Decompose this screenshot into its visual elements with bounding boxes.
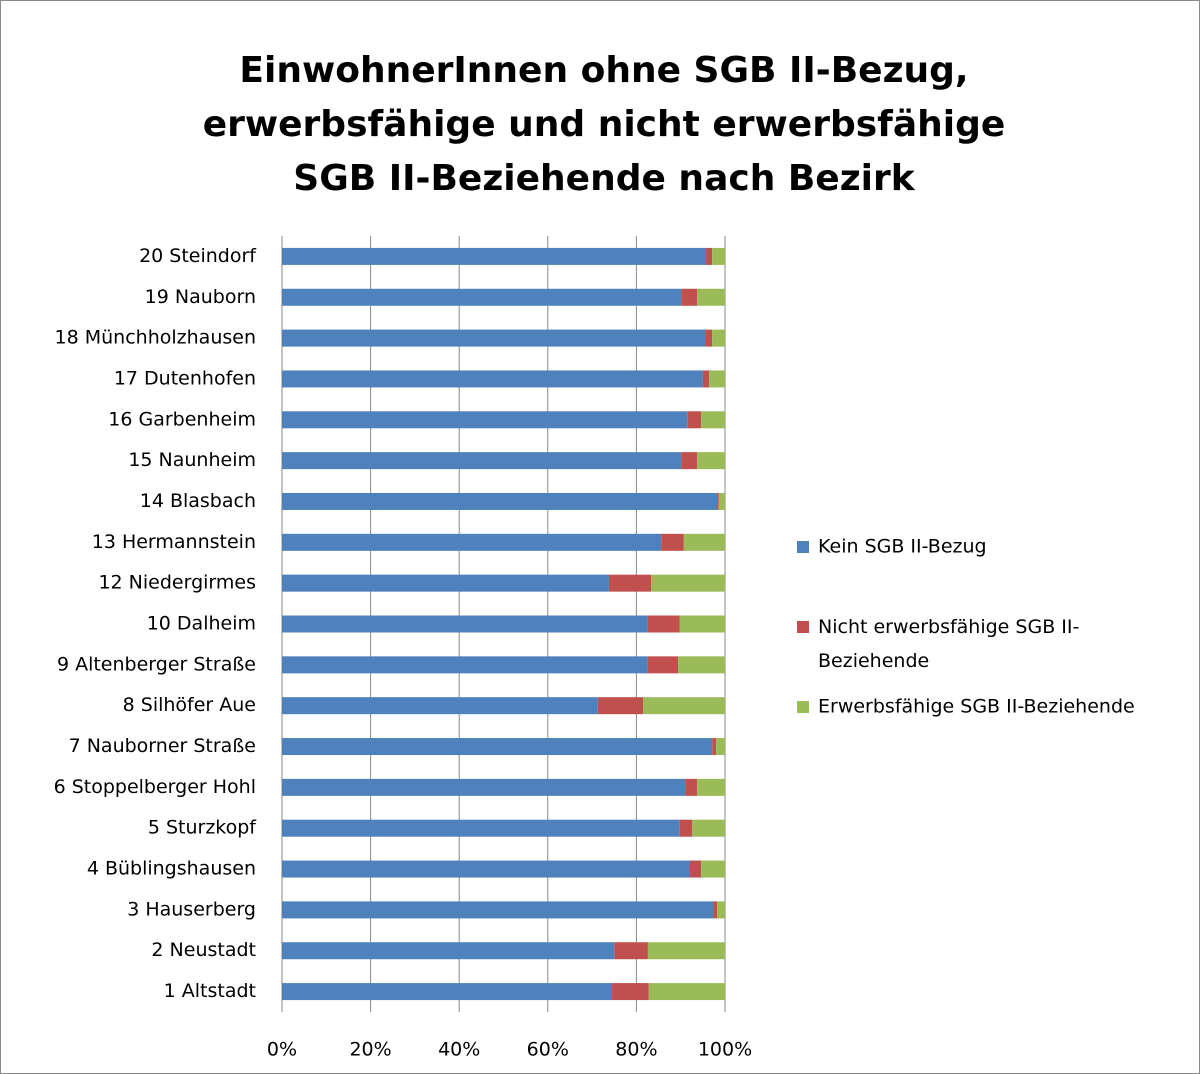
bar-segment: [643, 697, 725, 715]
bar-segment: [282, 452, 682, 470]
bar-segment: [282, 370, 703, 388]
bar-segment: [690, 860, 702, 878]
x-tick-label: 60%: [527, 1039, 569, 1061]
bar-segment: [679, 819, 693, 837]
y-tick-label: 17 Dutenhofen: [114, 367, 256, 389]
y-tick-label: 4 Büblingshausen: [87, 858, 256, 880]
x-tick-label: 80%: [615, 1039, 657, 1061]
bar-segment: [701, 411, 725, 429]
bar-segment: [614, 942, 648, 960]
chart-title: SGB II-Beziehende nach Bezirk: [293, 158, 915, 199]
bar-segment: [647, 615, 680, 633]
y-tick-label: 19 Nauborn: [145, 286, 256, 308]
x-tick-label: 100%: [698, 1039, 752, 1061]
bar-segment: [681, 288, 698, 306]
bar-segment: [282, 860, 691, 878]
bar-segment: [718, 492, 725, 510]
legend-label: Kein SGB II-Bezug: [818, 536, 987, 558]
y-tick-label: 9 Altenberger Straße: [57, 653, 256, 675]
bar-segment: [687, 411, 702, 429]
bar-segment: [282, 942, 615, 960]
bar-segment: [282, 533, 662, 551]
bar-segment: [282, 574, 609, 592]
bar-segment: [608, 574, 652, 592]
bar-segment: [717, 492, 719, 510]
bar-segment: [597, 697, 644, 715]
bar-segment: [282, 411, 688, 429]
bar-segment: [282, 983, 613, 1001]
bar-segment: [661, 533, 684, 551]
bar-segment: [651, 574, 725, 592]
bar-segment: [692, 819, 725, 837]
bar-segment: [683, 533, 725, 551]
bar-segment: [709, 370, 725, 388]
bar-segment: [282, 697, 598, 715]
bar-segment: [681, 452, 698, 470]
bar-segment: [282, 738, 713, 756]
bar-segment: [701, 860, 725, 878]
y-tick-label: 5 Sturzkopf: [148, 817, 257, 839]
bar-segment: [679, 615, 725, 633]
bar-segment: [697, 452, 725, 470]
bar-segment: [282, 819, 680, 837]
y-tick-label: 14 Blasbach: [140, 490, 256, 512]
bar-segment: [282, 288, 682, 306]
legend-swatch: [797, 701, 809, 713]
bar-segment: [705, 329, 713, 347]
y-tick-label: 8 Silhöfer Aue: [123, 694, 256, 716]
x-tick-label: 40%: [438, 1039, 480, 1061]
legend-label: Erwerbsfähige SGB II-Beziehende: [818, 696, 1135, 718]
bar-segment: [697, 288, 725, 306]
chart-title: EinwohnerInnen ohne SGB II-Bezug,: [239, 50, 968, 91]
y-tick-label: 7 Nauborner Straße: [69, 735, 256, 757]
bar-segment: [713, 901, 718, 919]
bar-segment: [282, 247, 706, 265]
legend-swatch: [797, 621, 809, 633]
bar-segment: [705, 247, 713, 265]
chart-title: erwerbsfähige und nicht erwerbsfähige: [203, 104, 1006, 145]
y-tick-label: 1 Altstadt: [164, 980, 256, 1002]
bar-segment: [712, 738, 717, 756]
y-tick-label: 18 Münchholzhausen: [55, 327, 256, 349]
bar-segment: [717, 901, 725, 919]
bar-segment: [712, 247, 725, 265]
bar-segment: [716, 738, 725, 756]
bar-segment: [282, 615, 648, 633]
bar-segment: [282, 656, 648, 674]
bar-segment: [282, 901, 714, 919]
bar-segment: [282, 778, 686, 796]
bar-segment: [612, 983, 649, 1001]
bar-segment: [647, 656, 679, 674]
y-tick-label: 13 Hermannstein: [92, 531, 256, 553]
x-tick-label: 20%: [349, 1039, 391, 1061]
y-tick-label: 15 Naunheim: [128, 449, 256, 471]
bar-segment: [678, 656, 725, 674]
y-tick-label: 10 Dalheim: [147, 613, 256, 635]
x-tick-label: 0%: [267, 1039, 297, 1061]
legend-swatch: [797, 541, 809, 553]
bar-segment: [282, 492, 718, 510]
y-tick-label: 20 Steindorf: [139, 245, 257, 267]
y-tick-label: 12 Niedergirmes: [98, 572, 256, 594]
legend-label: Nicht erwerbsfähige SGB II-Beziehende: [818, 616, 1079, 672]
y-tick-label: 2 Neustadt: [151, 939, 256, 961]
y-tick-label: 6 Stoppelberger Hohl: [54, 776, 256, 798]
bar-segment: [702, 370, 710, 388]
y-tick-label: 16 Garbenheim: [108, 408, 256, 430]
bar-segment: [685, 778, 698, 796]
bar-segment: [647, 942, 725, 960]
bar-segment: [648, 983, 725, 1001]
bar-segment: [697, 778, 725, 796]
y-tick-label: 3 Hauserberg: [127, 898, 256, 920]
bar-segment: [712, 329, 725, 347]
bar-segment: [282, 329, 706, 347]
